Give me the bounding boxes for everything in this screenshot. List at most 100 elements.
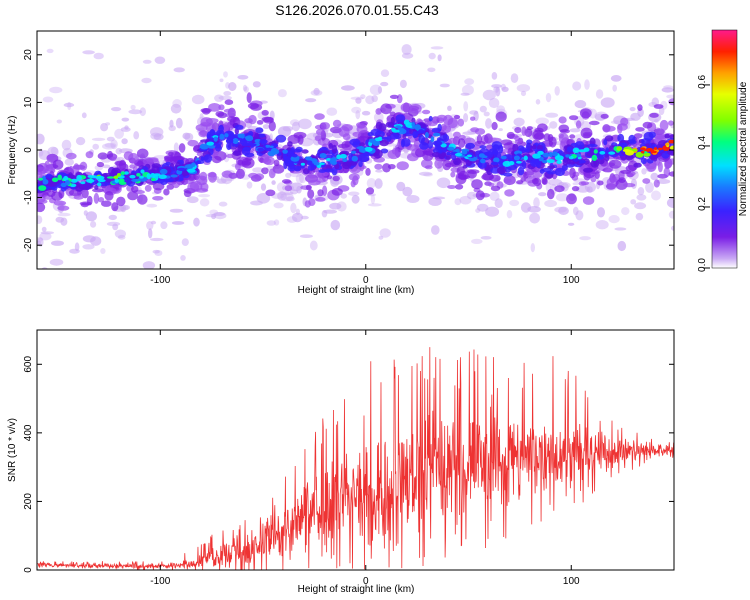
spectral-blob [403,119,410,126]
spectral-blob [60,182,67,188]
spectral-blob [237,159,244,166]
spectral-blob [597,180,604,186]
spectral-blob [60,217,68,226]
spectral-blob [293,165,301,172]
spectral-blob [513,155,520,161]
spectral-blob [144,184,152,192]
spectral-blob [447,105,452,112]
spectral-blob [448,137,458,146]
spectral-blob [659,119,669,131]
x-tick-label: -100 [150,576,170,587]
colorbar: 0.0 0.2 0.4 0.6 Normalized spectral amplitu… [697,29,749,272]
spectral-blob [219,78,224,83]
spectral-blob [374,178,383,189]
spectral-blob [307,160,313,166]
spectral-blob [396,181,406,192]
spectral-blob [228,133,236,140]
spectral-blob [634,202,647,210]
spectral-blob [111,278,117,287]
spectral-blob [285,196,295,202]
spectral-blob [38,185,47,191]
colorbar-gradient [711,29,738,269]
spectral-blob [110,139,118,150]
spectral-blob [447,146,455,151]
spectral-blob [191,162,196,167]
spectral-blob [37,133,45,145]
spectral-blob [116,196,126,207]
spectral-blob [520,177,526,182]
spectral-blob [633,133,643,139]
spectral-blob [201,108,211,115]
spectral-blob [572,81,582,91]
spectral-blob [226,153,235,159]
spectral-blob [142,261,156,269]
spectral-blob [142,157,154,165]
spectral-blob [331,144,338,154]
spectral-blob [243,86,249,93]
spectral-blob [38,177,43,181]
spectral-blob [299,172,307,184]
snr-x-axis-label: Height of straight line (km) [298,584,415,595]
spectral-blob [454,198,462,206]
spectral-blob [391,129,400,133]
spectral-blob [187,139,199,147]
spectral-blob [572,182,579,186]
spectral-blob [326,107,338,116]
spectral-blob [118,159,127,171]
spectral-blob [466,191,477,200]
spectral-blob [396,161,409,171]
spectral-blob [645,181,654,193]
spectral-blob [418,134,426,144]
spectral-blob [455,152,463,157]
spectral-blob [153,173,161,177]
spectral-blob [248,114,257,125]
spectral-blob [102,164,111,169]
spectral-blob [268,168,276,179]
snr-y-axis-label: SNR (10 * v/v) [7,418,18,482]
spectral-blob [292,212,303,223]
spectral-blob [542,152,550,158]
spectral-blob [367,132,374,137]
spectral-blob [56,119,62,124]
spectral-blob [170,156,177,165]
spectral-blob [234,128,239,135]
spectral-blob [51,191,63,201]
spectral-blob [223,91,232,96]
spectral-blob [559,129,571,134]
spectral-blob [627,160,638,171]
spectral-blob [75,137,86,146]
spectral-blob [187,168,196,173]
spectral-blob [436,177,451,189]
spectral-blob [512,143,519,153]
spectral-blob [431,225,440,235]
spectral-blob [184,132,194,142]
spectral-blob [302,168,310,175]
spectral-blob [357,123,366,129]
spectral-blob [523,155,528,161]
spectral-blob [285,172,292,178]
spectral-blob [666,94,674,99]
spectral-blob [406,195,420,203]
spectral-blob [193,217,200,227]
spectral-blob [654,133,667,140]
spectral-blob [535,117,549,125]
spectral-blob [218,104,225,111]
spectral-blob [37,166,47,176]
spectral-blob [402,186,413,197]
spectral-blob [341,85,355,91]
spectral-blob [538,156,544,162]
spectral-blob [535,99,541,105]
spectral-blob [187,164,192,169]
spectral-blob [407,153,419,162]
spectral-blob [52,159,64,170]
spectral-blob [136,173,141,177]
spectral-blob [432,132,441,137]
spectral-blob [593,149,598,154]
spectral-blob [591,154,598,161]
spectral-blob [85,151,94,159]
spectral-blob [666,197,674,208]
y-tick-label: 20 [23,49,34,61]
spectral-blob [554,185,565,193]
spectral-blob [454,160,459,165]
